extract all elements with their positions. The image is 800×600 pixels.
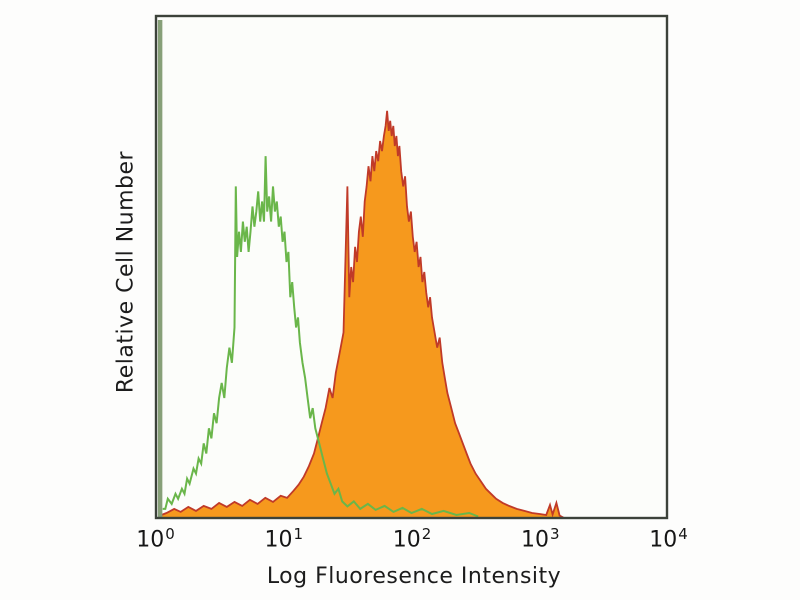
x-tick-label: 103 bbox=[520, 525, 560, 553]
orange-histogram-outline bbox=[158, 110, 565, 519]
orange-histogram-fill bbox=[158, 110, 565, 520]
x-tick-label: 100 bbox=[136, 525, 175, 553]
x-axis-title: Log Fluoresence Intensity bbox=[266, 564, 562, 589]
plot-border bbox=[154, 14, 669, 520]
x-tick-label: 102 bbox=[392, 525, 432, 553]
x-tick-label: 101 bbox=[264, 525, 304, 553]
y-axis-title: Relative Cell Number bbox=[113, 150, 139, 394]
x-axis-tick-labels: 100 101 102 103 104 bbox=[0, 524, 800, 560]
x-tick-label: 104 bbox=[649, 525, 688, 553]
green-histogram-trace bbox=[162, 156, 479, 518]
